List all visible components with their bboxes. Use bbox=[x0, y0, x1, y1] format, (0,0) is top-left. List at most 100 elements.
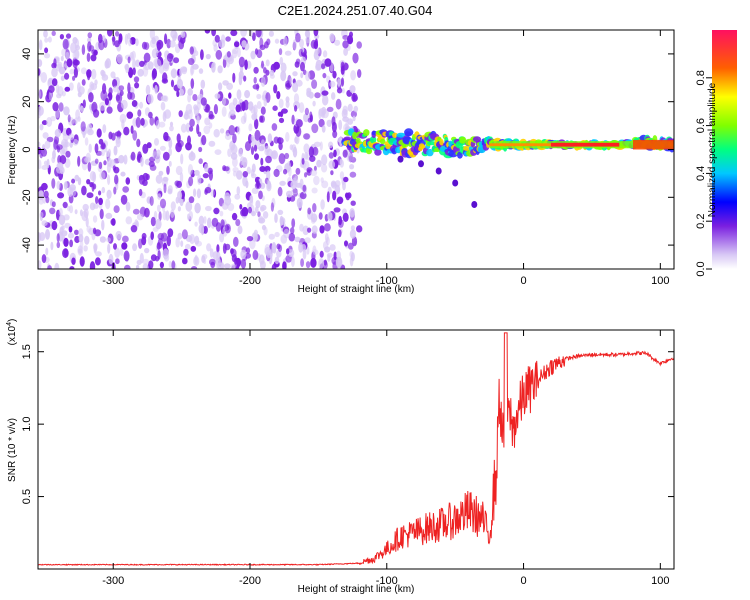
heatmap-noise-blob bbox=[321, 106, 327, 115]
heatmap-x-ticks: -300 -200 -100 0 100 bbox=[102, 30, 670, 287]
heatmap-noise-blob bbox=[271, 263, 277, 269]
heatmap-noise-blob bbox=[205, 53, 211, 60]
heatmap-noise-blob bbox=[86, 52, 91, 62]
heatmap-x-axis-label: Height of straight line (km) bbox=[298, 284, 415, 295]
heatmap-noise-blob bbox=[69, 68, 75, 75]
heatmap-noise-blob bbox=[251, 187, 259, 194]
heatmap-noise-blob bbox=[166, 38, 171, 49]
heatmap-noise-blob bbox=[61, 230, 68, 237]
heatmap-noise-blob bbox=[251, 113, 258, 121]
heatmap-noise-blob bbox=[312, 100, 316, 107]
heatmap-noise-blob bbox=[304, 30, 310, 38]
heatmap-noise-blob bbox=[208, 170, 213, 181]
heatmap-noise-blob bbox=[322, 241, 329, 250]
heatmap-noise-blob bbox=[198, 68, 204, 74]
heatmap-noise-blob bbox=[177, 191, 183, 200]
x-tick-label: 0 bbox=[520, 275, 526, 287]
heatmap-noise-blob bbox=[283, 228, 290, 239]
x-tick-label: 100 bbox=[651, 275, 669, 287]
heatmap-noise-blob bbox=[148, 161, 155, 168]
heatmap-noise-blob bbox=[248, 206, 252, 214]
heatmap-noise-blob bbox=[274, 38, 280, 44]
heatmap-noise-blob bbox=[196, 115, 200, 125]
heatmap-noise-blob bbox=[65, 51, 70, 60]
heatmap-noise-blob bbox=[61, 90, 66, 97]
heatmap-noise-blob bbox=[335, 256, 343, 268]
heatmap-signal-blob bbox=[379, 138, 386, 145]
heatmap-noise-blob bbox=[59, 34, 64, 40]
heatmap-noise-blob bbox=[48, 85, 55, 93]
heatmap-noise-blob bbox=[219, 232, 225, 243]
heatmap-noise-blob bbox=[60, 55, 64, 62]
heatmap-noise-blob bbox=[294, 134, 300, 145]
heatmap-noise-blob bbox=[333, 149, 337, 158]
heatmap-noise-blob bbox=[95, 251, 102, 257]
heatmap-noise-blob bbox=[352, 52, 359, 64]
heatmap-noise-blob bbox=[137, 68, 144, 77]
heatmap-noise-blob bbox=[310, 213, 318, 223]
heatmap-noise-blob bbox=[149, 116, 155, 126]
heatmap-noise-blob bbox=[253, 66, 259, 74]
heatmap-noise-blob bbox=[38, 232, 42, 243]
heatmap-noise-blob bbox=[314, 92, 321, 99]
heatmap-noise-blob bbox=[264, 145, 271, 153]
heatmap-noise-blob bbox=[114, 247, 121, 258]
heatmap-noise-blob bbox=[178, 39, 185, 50]
heatmap-noise-blob bbox=[321, 154, 328, 166]
heatmap-noise-blob bbox=[274, 213, 278, 224]
heatmap-noise-blob bbox=[81, 79, 86, 86]
heatmap-noise-blob bbox=[301, 158, 305, 165]
heatmap-noise-blob bbox=[273, 136, 279, 144]
heatmap-noise-blob bbox=[250, 50, 256, 60]
heatmap-noise-blob bbox=[236, 170, 243, 180]
heatmap-noise-blob bbox=[314, 47, 320, 55]
heatmap-noise-blob bbox=[124, 33, 128, 45]
heatmap-noise-blob bbox=[132, 67, 136, 76]
heatmap-noise-blob bbox=[193, 256, 200, 267]
heatmap-noise-blob bbox=[38, 260, 42, 269]
heatmap-noise-blob bbox=[291, 144, 297, 153]
heatmap-noise-blob bbox=[313, 30, 319, 37]
heatmap-noise-blob bbox=[56, 180, 61, 190]
heatmap-noise-blob bbox=[98, 197, 103, 206]
heatmap-noise-blob bbox=[276, 243, 281, 250]
heatmap-noise-blob bbox=[123, 126, 130, 136]
heatmap-trace-point bbox=[471, 201, 478, 208]
heatmap-noise-blob bbox=[280, 62, 287, 73]
snr-scale-close: ) bbox=[7, 319, 18, 322]
heatmap-noise-blob bbox=[254, 118, 259, 130]
heatmap-noise-blob bbox=[239, 204, 243, 210]
heatmap-noise-blob bbox=[159, 198, 167, 209]
heatmap-noise-blob bbox=[291, 218, 296, 229]
heatmap-noise-blob bbox=[226, 51, 231, 58]
heatmap-noise-blob bbox=[231, 49, 238, 59]
heatmap-noise-blob bbox=[334, 39, 341, 46]
heatmap-noise-blob bbox=[141, 232, 147, 240]
heatmap-noise-blob bbox=[177, 206, 181, 212]
heatmap-noise-blob bbox=[356, 225, 363, 233]
x-tick-label: -300 bbox=[102, 575, 124, 587]
heatmap-noise-blob bbox=[311, 187, 318, 194]
heatmap-noise-blob bbox=[294, 236, 301, 243]
heatmap-noise-blob bbox=[292, 82, 299, 93]
heatmap-noise-blob bbox=[71, 178, 76, 184]
heatmap-noise-blob bbox=[238, 74, 243, 86]
heatmap-noise-blob bbox=[68, 226, 73, 233]
heatmap-noise-blob bbox=[217, 262, 224, 269]
heatmap-noise-blob bbox=[306, 87, 312, 94]
heatmap-noise-blob bbox=[156, 41, 161, 51]
heatmap-noise-blob bbox=[305, 71, 311, 82]
heatmap-noise-blob bbox=[343, 47, 348, 57]
snr-scale-prefix: (x10 bbox=[7, 325, 18, 345]
heatmap-noise-blob bbox=[67, 114, 71, 123]
heatmap-noise-blob bbox=[162, 151, 170, 161]
heatmap-noise-blob bbox=[113, 243, 117, 250]
colorbar-ticks: 0.0 0.2 0.4 0.6 0.8 bbox=[695, 70, 712, 277]
heatmap-noise-blob bbox=[203, 216, 207, 224]
heatmap-noise-blob bbox=[59, 155, 67, 165]
heatmap-noise-blob bbox=[279, 180, 286, 186]
heatmap-noise-blob bbox=[169, 125, 174, 132]
heatmap-noise-blob bbox=[77, 155, 81, 167]
heatmap-noise-blob bbox=[122, 186, 130, 193]
heatmap-noise-blob bbox=[293, 93, 300, 104]
